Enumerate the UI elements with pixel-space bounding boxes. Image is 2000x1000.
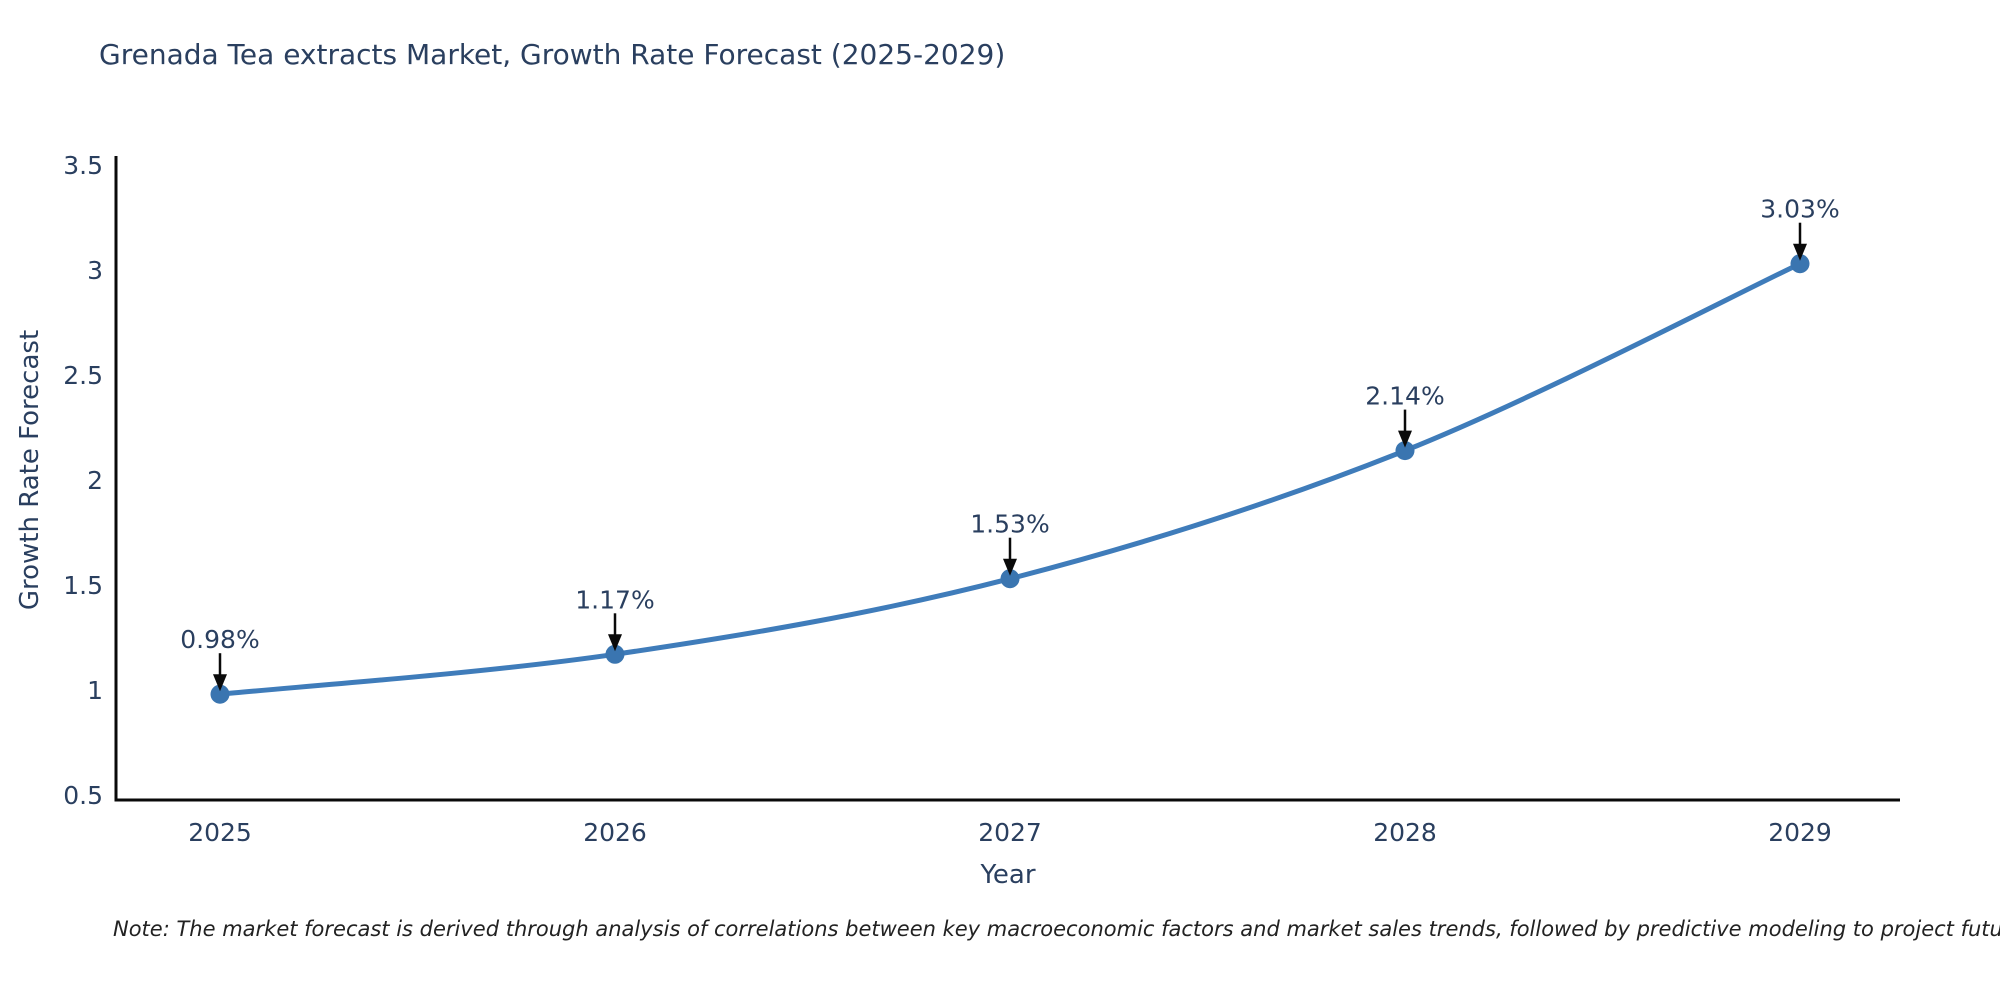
data-point-marker [1790, 254, 1810, 274]
data-point-label: 0.98% [180, 625, 259, 654]
chart-title: Grenada Tea extracts Market, Growth Rate… [99, 38, 1006, 71]
data-point-marker [1395, 441, 1415, 461]
annotation-arrow-head [1398, 430, 1412, 448]
data-point-label: 1.17% [575, 585, 654, 614]
x-tick-label: 2028 [1373, 818, 1437, 847]
data-point-marker [210, 684, 230, 704]
y-tick-label: 3.5 [63, 151, 103, 180]
y-tick-label: 2 [87, 466, 103, 495]
data-point-marker [1000, 569, 1020, 589]
annotation-arrow-head [1003, 558, 1017, 576]
x-tick-label: 2025 [188, 818, 252, 847]
x-tick-label: 2027 [978, 818, 1042, 847]
x-tick-label: 2026 [583, 818, 647, 847]
series-line [217, 261, 1803, 697]
y-tick-label: 0.5 [63, 781, 103, 810]
data-point-label: 3.03% [1760, 195, 1839, 224]
chart-footnote: Note: The market forecast is derived thr… [113, 917, 2000, 941]
annotation-arrow-head [608, 634, 622, 652]
x-axis-label: Year [980, 860, 1036, 890]
y-tick-label: 3 [87, 256, 103, 285]
data-point-label: 1.53% [970, 510, 1049, 539]
x-tick-label: 2029 [1768, 818, 1832, 847]
y-tick-label: 1 [87, 676, 103, 705]
annotation-arrow-head [213, 674, 227, 692]
annotation-arrow-head [1793, 243, 1807, 261]
y-tick-label: 1.5 [63, 571, 103, 600]
data-point-label: 2.14% [1365, 382, 1444, 411]
data-point-marker [605, 644, 625, 664]
y-tick-label: 2.5 [63, 361, 103, 390]
